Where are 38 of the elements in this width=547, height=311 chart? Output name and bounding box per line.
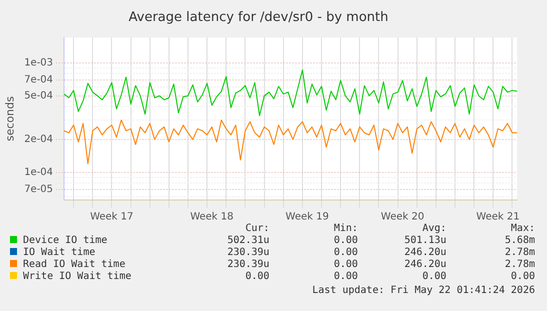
x-tick-label: Week 19 bbox=[286, 212, 329, 223]
y-tick-label: 2e-04 bbox=[24, 134, 54, 146]
text: Cur: bbox=[244, 223, 270, 235]
text: 246.20u bbox=[403, 247, 446, 259]
y-tick-label: 1e-03 bbox=[24, 57, 54, 68]
text: 0.00 bbox=[332, 247, 358, 259]
x-tick-label: Week 21 bbox=[476, 212, 520, 223]
text: 230.39u bbox=[226, 259, 270, 271]
text: 230.39u bbox=[226, 247, 270, 259]
x-tick-label: Week 18 bbox=[190, 212, 234, 223]
x-tick-label: Week 20 bbox=[380, 212, 424, 223]
legend-label: Read IO Wait time bbox=[23, 259, 126, 270]
legend-label: Write IO Wait time bbox=[23, 271, 132, 282]
text: 0.00 bbox=[332, 235, 358, 247]
text: 5.68m bbox=[504, 235, 535, 247]
text: 0.00 bbox=[332, 259, 358, 271]
text: 0.00 bbox=[244, 271, 270, 283]
text: 0.00 bbox=[421, 271, 446, 283]
text: 2.78m bbox=[504, 259, 535, 271]
text: 0.00 bbox=[510, 271, 535, 283]
y-tick-label: 1e-04 bbox=[24, 167, 54, 178]
y-tick-label: 7e-04 bbox=[24, 74, 54, 86]
text: Min: bbox=[332, 223, 358, 235]
x-tick-label: Week 17 bbox=[90, 212, 134, 223]
legend-label: IO Wait time bbox=[23, 247, 96, 258]
text: 502.31u bbox=[226, 235, 270, 247]
chart-title: Average latency for /dev/sr0 - by month bbox=[128, 10, 388, 26]
y-axis-title: seconds bbox=[3, 96, 16, 142]
legend-label: Device IO time bbox=[23, 235, 108, 246]
text: Last update: Fri May 22 01:41:24 2026 bbox=[312, 285, 535, 296]
y-tick-label: 5e-04 bbox=[24, 90, 54, 102]
text: 2.78m bbox=[504, 247, 535, 259]
text: 246.20u bbox=[403, 259, 446, 271]
text: Avg: bbox=[421, 223, 446, 235]
text: Max: bbox=[510, 223, 535, 235]
text: 0.00 bbox=[332, 271, 358, 283]
y-tick-label: 7e-05 bbox=[24, 184, 54, 195]
text: 501.13u bbox=[403, 235, 446, 247]
